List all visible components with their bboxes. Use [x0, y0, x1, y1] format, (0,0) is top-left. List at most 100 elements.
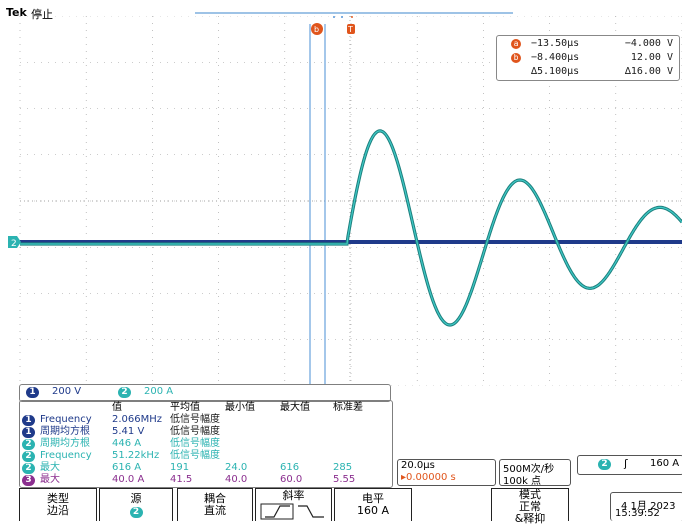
ground-marker[interactable]: 2: [8, 236, 21, 249]
cursor-b-time: −8.400µs: [531, 52, 580, 63]
measurement-mean: 191: [170, 462, 190, 473]
measurement-mean: 41.5: [170, 474, 193, 485]
trigger-slope-icon: ʃ: [624, 457, 628, 470]
header-mean: 平均值: [170, 402, 200, 413]
record-length: 100k 点: [503, 476, 542, 487]
header-max: 最大值: [280, 402, 310, 413]
brand-label: Tek: [6, 6, 27, 19]
menu-coupling-button[interactable]: 耦合 直流: [177, 488, 253, 521]
menu-mode-value: 正常: [519, 500, 541, 513]
timebase-delay: ▸0.00000 s: [401, 472, 456, 483]
time-label: 15:39:52: [615, 508, 660, 519]
measurement-channel-badge[interactable]: 2: [22, 451, 35, 462]
cursor-delta-value: ∆16.00 V: [624, 66, 673, 77]
menu-level-value: 160 A: [356, 504, 390, 517]
menu-type-value: 边沿: [47, 504, 69, 517]
menu-level-button[interactable]: 电平 160 A: [334, 488, 412, 521]
menu-type-button[interactable]: 类型 边沿: [19, 488, 97, 521]
menu-source-label: 源: [130, 492, 142, 505]
measurement-name: 最大: [40, 474, 60, 485]
measurement-name: Frequency: [40, 450, 92, 461]
ch1-scale: 200 V: [52, 386, 82, 397]
trigger-readout[interactable]: 2 ʃ 160 A: [577, 455, 682, 475]
cursor-delta-time: ∆5.100µs: [531, 66, 580, 77]
menu-slope-label: 斜率: [282, 489, 305, 502]
menu-source-button[interactable]: 源 2: [99, 488, 173, 521]
measurement-value: 5.41 V: [112, 426, 145, 437]
date-label: 4 1月 2023: [621, 501, 676, 512]
measurement-channel-badge[interactable]: 3: [22, 475, 35, 486]
ch2-scale: 200 A: [144, 386, 174, 397]
measurement-value: 616 A: [112, 462, 142, 473]
header-std: 标准差: [333, 402, 363, 413]
ch1-badge[interactable]: 1: [26, 387, 39, 398]
measurement-row: 1 周期均方根 5.41 V 低信号幅度: [20, 426, 392, 438]
menu-mode-label: 模式: [519, 488, 541, 501]
svg-text:2: 2: [11, 239, 17, 249]
cursor-readout-panel: a −13.50µs −4.000 V b −8.400µs 12.00 V ∆…: [496, 35, 680, 81]
measurement-row: 2 周期均方根 446 A 低信号幅度: [20, 438, 392, 450]
menu-mode-holdoff: &释抑: [514, 512, 546, 525]
ch2-badge[interactable]: 2: [118, 387, 131, 398]
measurement-value: 446 A: [112, 438, 142, 449]
menu-coupling-label: 耦合: [204, 492, 226, 505]
cursor-a-time: −13.50µs: [531, 38, 580, 49]
header-value: 值: [112, 402, 122, 413]
menu-source-badge: 2: [129, 507, 143, 518]
channel-scale-bar: 1 200 V 2 200 A: [19, 384, 391, 402]
measurement-channel-badge[interactable]: 1: [22, 415, 35, 426]
menu-type-label: 类型: [47, 492, 69, 505]
measurement-table: 值 平均值 最小值 最大值 标准差 1 Frequency 2.066MHz 低信号幅…: [19, 400, 393, 488]
measurement-min: 40.0: [225, 474, 248, 485]
menu-coupling-value: 直流: [204, 504, 226, 517]
timebase-scale: 20.0µs: [401, 460, 435, 471]
ch2-trace-highlight: [20, 130, 682, 326]
record-position-bar: [195, 12, 513, 14]
cursor-b-marker[interactable]: b: [311, 23, 323, 35]
measurement-mean: 低信号幅度: [170, 426, 220, 437]
measurement-row: 2 最大 616 A 191 24.0 616 285: [20, 462, 392, 474]
cursor-b-value: 12.00 V: [630, 52, 673, 63]
measurement-row: 3 最大 40.0 A 41.5 40.0 60.0 5.55: [20, 474, 392, 486]
measurement-name: 周期均方根: [40, 426, 90, 437]
measurement-mean: 低信号幅度: [170, 438, 220, 449]
measurement-max: 60.0: [280, 474, 303, 485]
menu-level-label: 电平: [362, 492, 384, 505]
measurement-name: Frequency: [40, 414, 92, 425]
measurement-name: 周期均方根: [40, 438, 90, 449]
measurement-std: 285: [333, 462, 353, 473]
measurement-value: 51.22kHz: [112, 450, 160, 461]
svg-text:b: b: [314, 25, 319, 34]
slope-options-icon: [260, 503, 324, 520]
header-min: 最小值: [225, 402, 255, 413]
timebase-panel[interactable]: 20.0µs ▸0.00000 s: [397, 459, 496, 486]
measurement-channel-badge[interactable]: 2: [22, 463, 35, 474]
measurement-value: 2.066MHz: [112, 414, 163, 425]
acquisition-panel[interactable]: 500M次/秒 100k 点: [499, 459, 571, 487]
measurement-value: 40.0 A: [112, 474, 145, 485]
measurement-mean: 低信号幅度: [170, 450, 220, 461]
trigger-source-badge: 2: [598, 459, 611, 470]
ch2-trace: [20, 129, 682, 327]
graticule: [19, 16, 682, 386]
cursor-a-value: −4.000 V: [624, 38, 673, 49]
measurement-channel-badge[interactable]: 2: [22, 439, 35, 450]
menu-mode-button[interactable]: 模式 正常 &释抑: [491, 488, 569, 525]
measurement-max: 616: [280, 462, 300, 473]
measurement-channel-badge[interactable]: 1: [22, 427, 35, 438]
measurement-row: 1 Frequency 2.066MHz 低信号幅度: [20, 414, 392, 426]
sample-rate: 500M次/秒: [503, 464, 555, 475]
waveform-display: 2 b T: [8, 16, 682, 386]
measurement-name: 最大: [40, 462, 60, 473]
trigger-level: 160 A: [650, 458, 680, 469]
svg-text:T: T: [347, 25, 353, 34]
trigger-position-marker[interactable]: T: [347, 24, 355, 34]
menu-slope-button[interactable]: 斜率: [255, 488, 332, 521]
measurement-std: 5.55: [333, 474, 356, 485]
measurement-mean: 低信号幅度: [170, 414, 220, 425]
record-marker-ticks: [333, 16, 353, 18]
measurement-row: 2 Frequency 51.22kHz 低信号幅度: [20, 450, 392, 462]
datetime-panel: 4 1月 2023 15:39:52: [610, 492, 682, 521]
cursor-a-icon: a: [511, 39, 521, 49]
measurement-header-row: 值 平均值 最小值 最大值 标准差: [20, 402, 392, 414]
